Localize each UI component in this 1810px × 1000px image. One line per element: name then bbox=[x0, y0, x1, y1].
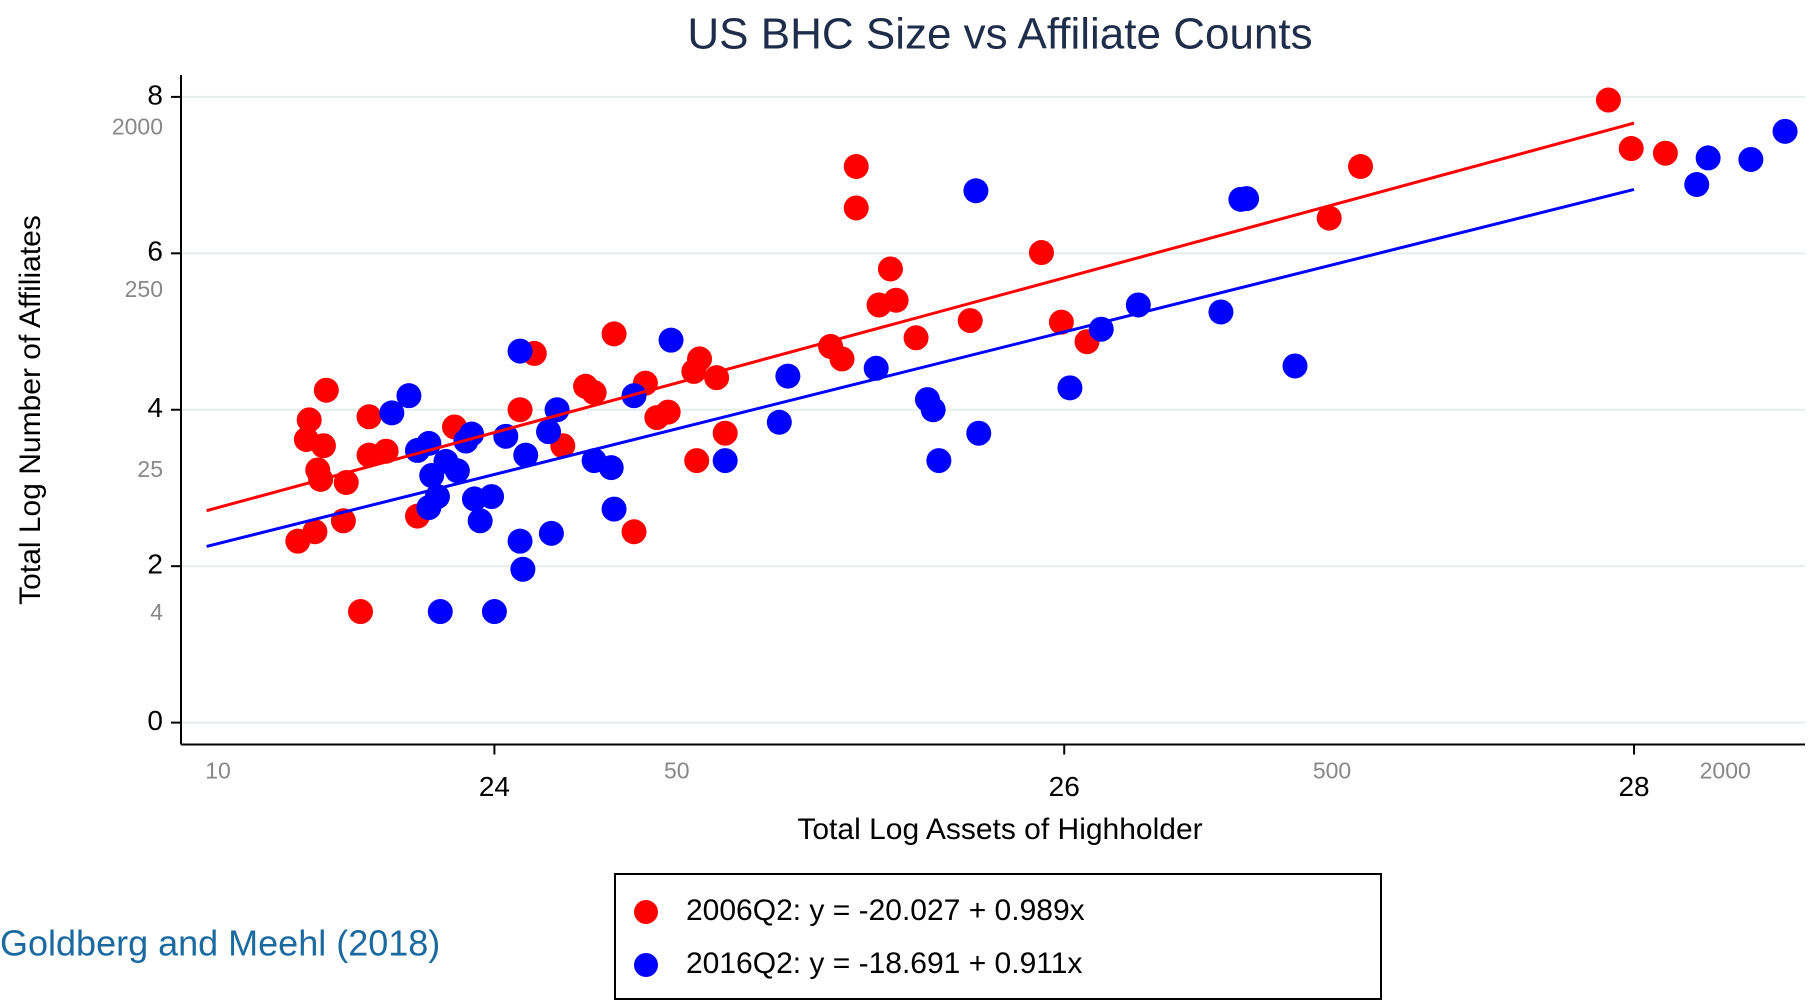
y-secondary-tick-label: 4 bbox=[150, 599, 163, 625]
point bbox=[684, 448, 710, 474]
fit-line bbox=[206, 121, 1635, 513]
point bbox=[507, 338, 533, 364]
point bbox=[313, 377, 339, 403]
point bbox=[712, 448, 738, 474]
point bbox=[538, 520, 564, 546]
point bbox=[356, 404, 382, 430]
point bbox=[966, 420, 992, 446]
y-tick-label: 2 bbox=[147, 549, 163, 580]
y-tick-label: 6 bbox=[147, 236, 163, 267]
point bbox=[459, 421, 485, 447]
x-secondary-tick-label: 10 bbox=[205, 758, 231, 784]
y-secondary-tick-label: 25 bbox=[137, 456, 163, 482]
y-tick-label: 0 bbox=[147, 705, 163, 736]
point bbox=[963, 178, 989, 204]
point bbox=[1316, 205, 1342, 231]
point bbox=[601, 321, 627, 347]
legend-label: 2016Q2: y = -18.691 + 0.911x bbox=[686, 947, 1082, 980]
x-tick-label: 26 bbox=[1049, 771, 1080, 802]
point bbox=[621, 519, 647, 545]
point bbox=[581, 380, 607, 406]
source-note: Goldberg and Meehl (2018) bbox=[0, 923, 440, 964]
chart-title: US BHC Size vs Affiliate Counts bbox=[687, 10, 1312, 59]
x-tick-label: 28 bbox=[1618, 771, 1649, 802]
point bbox=[396, 383, 422, 409]
point bbox=[510, 556, 536, 582]
point bbox=[863, 355, 889, 381]
point bbox=[1695, 145, 1721, 171]
point bbox=[379, 400, 405, 426]
point bbox=[444, 458, 470, 484]
point bbox=[687, 346, 713, 372]
point bbox=[883, 287, 909, 313]
point bbox=[467, 508, 493, 534]
x-axis-label: Total Log Assets of Highholder bbox=[797, 813, 1202, 846]
point bbox=[1234, 186, 1260, 212]
fit-line bbox=[206, 187, 1635, 548]
point bbox=[373, 438, 399, 464]
point bbox=[766, 409, 792, 435]
point bbox=[296, 407, 322, 433]
point bbox=[513, 442, 539, 468]
point bbox=[479, 484, 505, 510]
y-axis-label: Total Log Number of Affiliates bbox=[14, 215, 47, 605]
y-secondary-tick-label: 250 bbox=[125, 276, 163, 302]
point bbox=[957, 308, 983, 334]
point bbox=[775, 363, 801, 389]
point bbox=[1208, 299, 1234, 325]
point bbox=[843, 195, 869, 221]
x-secondary-tick-label: 500 bbox=[1313, 758, 1351, 784]
point bbox=[302, 519, 328, 545]
point bbox=[347, 599, 373, 625]
point bbox=[1684, 171, 1710, 197]
y-tick-label: 4 bbox=[147, 392, 163, 423]
point bbox=[507, 397, 533, 423]
point bbox=[926, 448, 952, 474]
point bbox=[1595, 87, 1621, 113]
point bbox=[1282, 353, 1308, 379]
point bbox=[507, 528, 533, 554]
point bbox=[1028, 240, 1054, 266]
point bbox=[655, 399, 681, 425]
point bbox=[481, 599, 507, 625]
point bbox=[536, 419, 562, 445]
legend-marker bbox=[634, 900, 658, 924]
x-secondary-tick-label: 50 bbox=[664, 758, 690, 784]
legend-box bbox=[614, 873, 1382, 1000]
point bbox=[1772, 118, 1798, 144]
x-tick-label: 24 bbox=[479, 771, 510, 802]
point bbox=[829, 346, 855, 372]
point bbox=[1057, 375, 1083, 401]
point bbox=[1048, 309, 1074, 335]
point bbox=[843, 154, 869, 180]
point bbox=[903, 325, 929, 351]
point bbox=[601, 496, 627, 522]
point bbox=[1618, 136, 1644, 162]
point bbox=[598, 455, 624, 481]
legend-label: 2006Q2: y = -20.027 + 0.989x bbox=[686, 894, 1085, 927]
legend-marker bbox=[634, 953, 658, 977]
point bbox=[877, 256, 903, 282]
point bbox=[712, 420, 738, 446]
y-tick-label: 8 bbox=[147, 79, 163, 110]
point bbox=[333, 469, 359, 495]
point bbox=[427, 599, 453, 625]
point bbox=[920, 397, 946, 423]
point bbox=[310, 433, 336, 459]
point bbox=[1652, 140, 1678, 166]
x-secondary-tick-label: 2000 bbox=[1700, 758, 1751, 784]
point bbox=[658, 327, 684, 353]
point bbox=[1348, 154, 1374, 180]
point bbox=[1738, 146, 1764, 172]
y-secondary-tick-label: 2000 bbox=[112, 113, 163, 139]
